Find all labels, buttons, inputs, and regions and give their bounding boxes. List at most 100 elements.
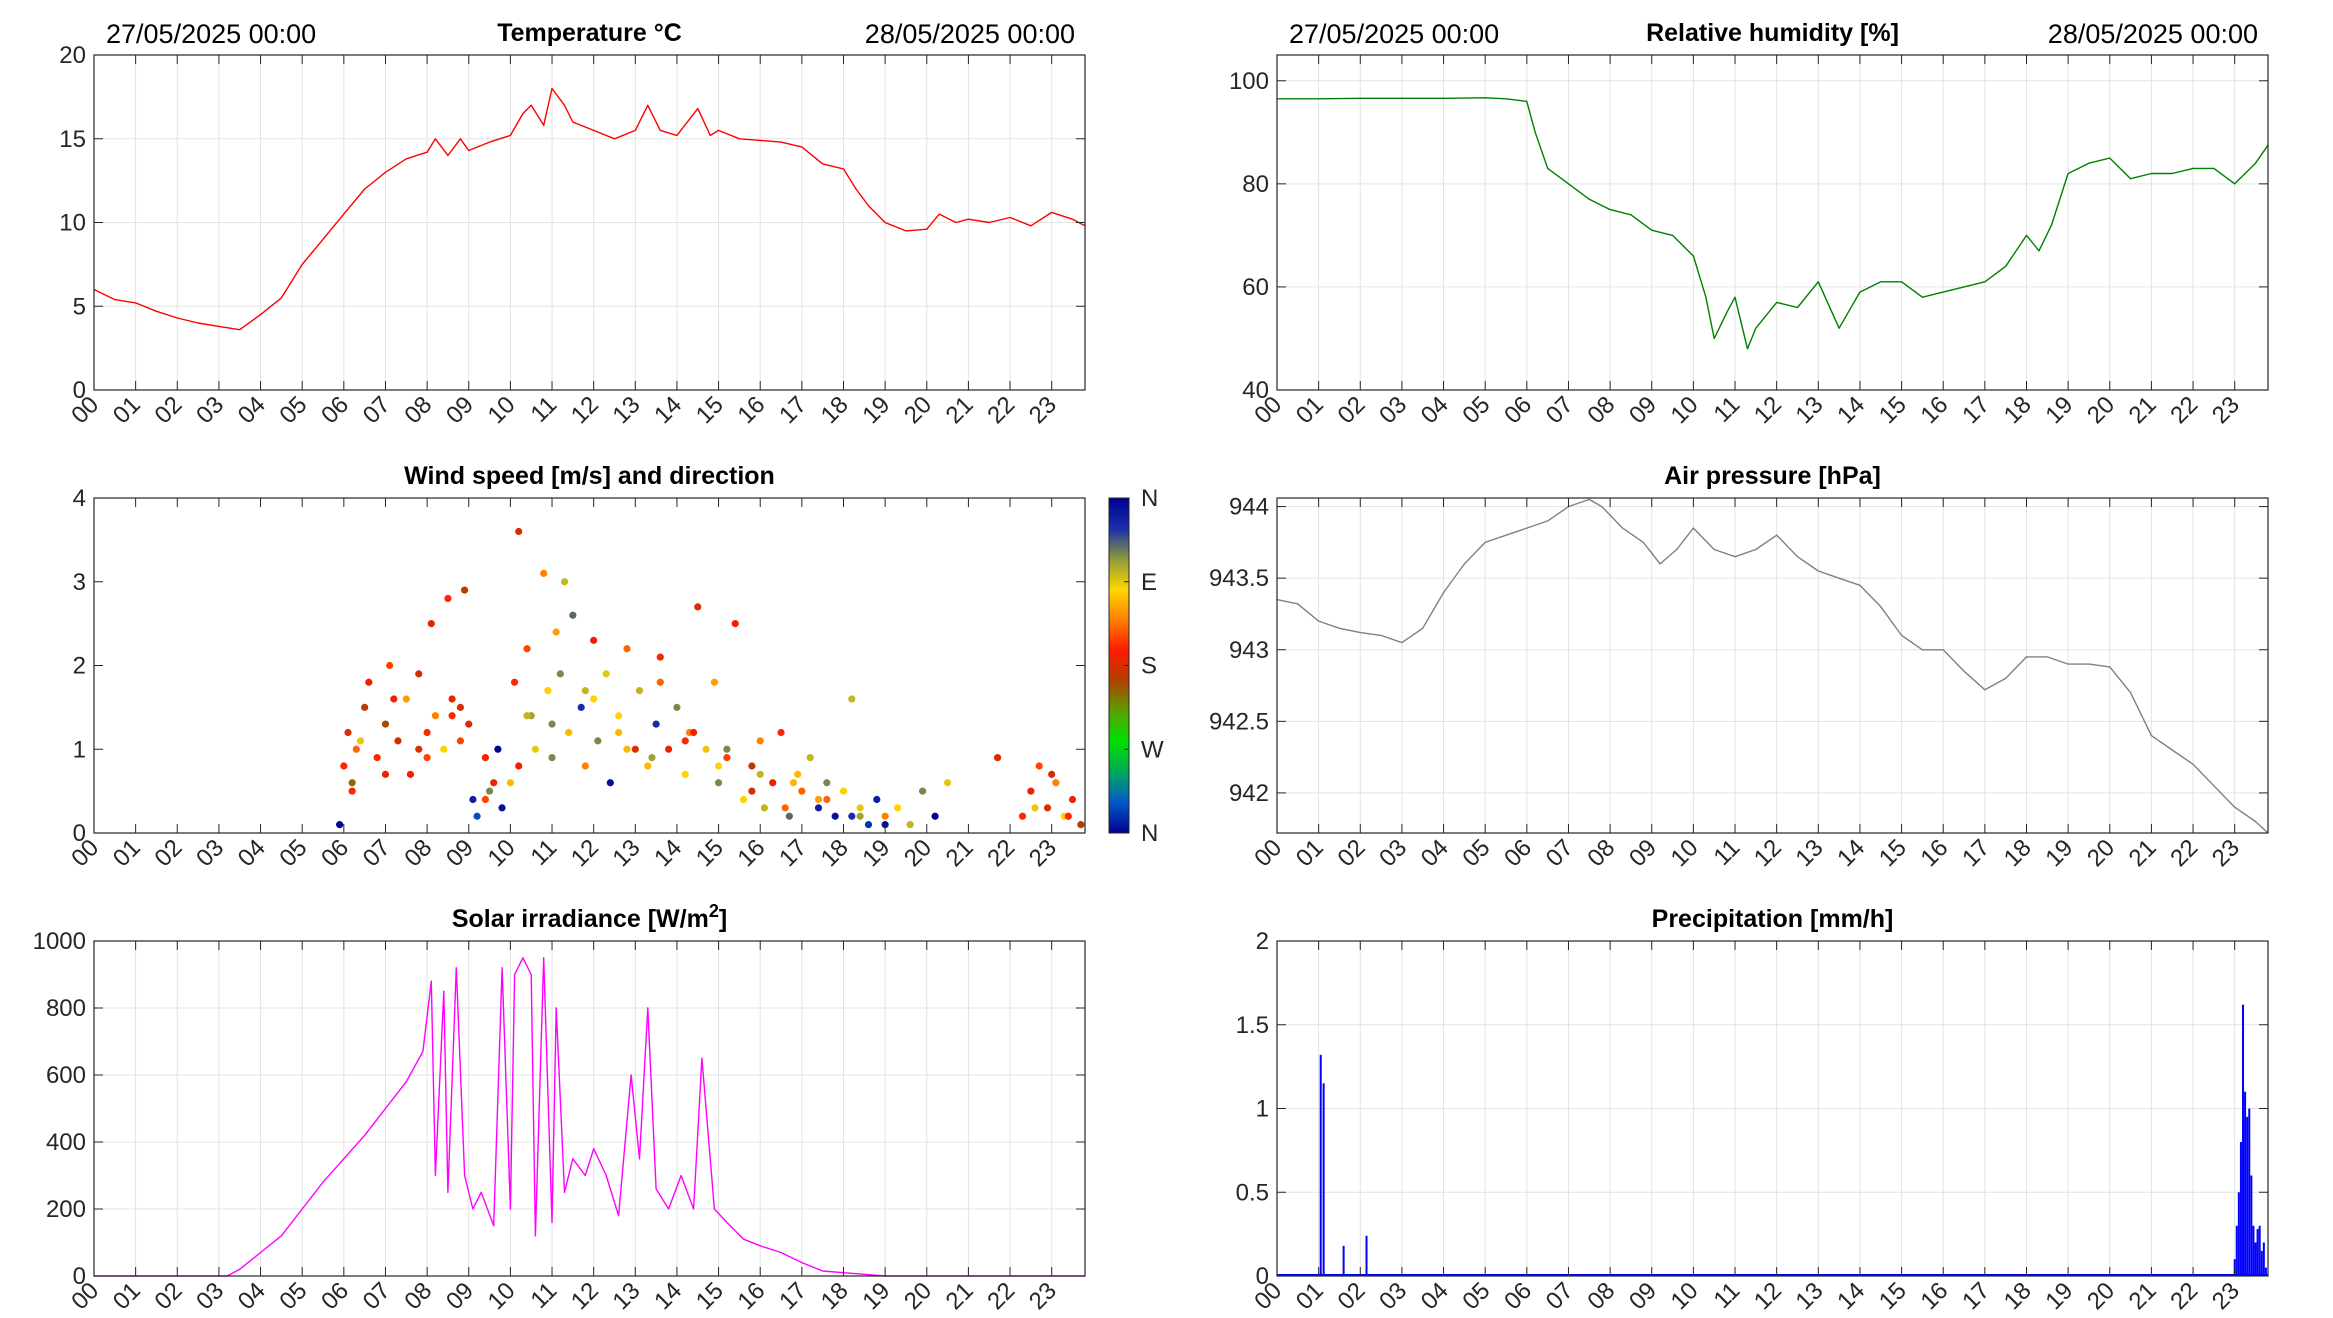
pressure-point [1984, 689, 1986, 691]
wind-point [481, 754, 490, 762]
wind-point [361, 703, 369, 711]
wind-point [423, 728, 431, 737]
temperature-point [759, 139, 761, 142]
temperature-point [801, 146, 803, 148]
y-tick-label: 40 [1242, 377, 1269, 404]
wind-point [785, 812, 793, 820]
pressure-point [2171, 749, 2173, 751]
x-tick-label: 17 [1957, 834, 1995, 872]
wind-point [656, 653, 664, 661]
temperature-point [884, 221, 886, 224]
series-wind [336, 527, 1085, 829]
pressure-point [1505, 534, 1507, 536]
pressure-point [2150, 735, 2153, 737]
humidity-point [1880, 281, 1882, 283]
x-tick-label: 15 [691, 391, 729, 429]
wind-point [465, 720, 473, 728]
temperature-line [93, 87, 1086, 331]
humidity-point [1505, 98, 1507, 100]
temperature-point [967, 218, 970, 220]
wind-point [856, 812, 864, 820]
wind-point [943, 779, 952, 787]
pressure-point [1859, 584, 1861, 586]
solar-point [259, 1251, 262, 1254]
x-tick-label: 23 [1024, 391, 1062, 429]
wind-point [427, 620, 435, 628]
x-tick-label: 13 [608, 391, 646, 429]
temperature-point [301, 263, 303, 265]
x-tick-label: 02 [150, 391, 188, 429]
wind-point [456, 703, 465, 711]
x-tick-label: 13 [1791, 1277, 1829, 1313]
humidity-point [2192, 167, 2194, 169]
wind-point [848, 695, 856, 703]
pressure-point [1900, 634, 1903, 637]
solar-point [555, 1007, 557, 1009]
pressure-point [1318, 620, 1320, 622]
x-tick-label: 11 [526, 1277, 563, 1313]
wind-point [390, 695, 398, 703]
pressure-point [1442, 591, 1445, 594]
colorbar-label: N [1141, 485, 1158, 512]
solar-point [726, 1221, 728, 1223]
x-tick-label: 08 [399, 834, 437, 872]
x-tick-label: 19 [2040, 834, 2078, 872]
title-part: ] [719, 905, 727, 933]
pressure-point [1921, 649, 1923, 651]
x-tick-label: 06 [1499, 834, 1537, 872]
wind-point [548, 720, 556, 728]
x-tick-label: 08 [1582, 1277, 1620, 1313]
temperature-point [738, 138, 740, 140]
wind-point [531, 745, 539, 753]
solar-point [680, 1174, 682, 1177]
wind-point [1027, 787, 1035, 795]
solar-line [94, 957, 1085, 1277]
plot-area [1277, 498, 2268, 833]
humidity-point [1963, 286, 1965, 288]
wind-point [723, 754, 731, 762]
pressure-point [1796, 556, 1799, 558]
wind-point [814, 804, 823, 812]
wind-point [498, 804, 506, 812]
wind-point [515, 527, 523, 536]
wind-point [919, 787, 927, 795]
y-tick-label: 943 [1229, 637, 1269, 664]
humidity-point [1588, 198, 1590, 200]
wind-point [348, 779, 356, 787]
x-tick-label: 00 [1249, 834, 1287, 872]
x-tick-label: 14 [649, 834, 687, 872]
temperature-point [509, 134, 511, 136]
solar-point [509, 1208, 511, 1210]
x-tick-label: 07 [1541, 1277, 1579, 1313]
wind-point [1043, 804, 1052, 812]
x-tick-label: 07 [358, 1277, 396, 1313]
wind-point [798, 787, 806, 795]
solar-point [301, 1208, 303, 1210]
wind-point [748, 762, 756, 770]
x-tick-label: 02 [150, 1277, 188, 1313]
temperature-point [384, 171, 387, 173]
wind-point [993, 754, 1002, 762]
temperature-point [155, 310, 158, 312]
wind-point [365, 678, 373, 686]
humidity-point [1567, 183, 1570, 185]
wind-point [864, 821, 873, 829]
x-tick-label: 15 [1874, 1277, 1912, 1313]
solar-point [563, 1191, 566, 1193]
temperature-point [842, 168, 845, 170]
wind-point [894, 804, 902, 812]
solar-point [593, 1148, 595, 1150]
x-tick-label: 14 [649, 1277, 687, 1313]
temperature-point [364, 188, 366, 190]
wind-point [748, 787, 756, 795]
x-tick-label: 04 [233, 391, 271, 429]
solar-point [618, 1215, 620, 1217]
solar-point [638, 1158, 641, 1160]
wind-point [381, 720, 390, 728]
pressure-point [2046, 656, 2048, 658]
humidity-point [1817, 281, 1819, 283]
x-tick-label: 23 [2207, 834, 2245, 872]
title-superscript: 2 [709, 901, 719, 921]
humidity-point [1547, 167, 1549, 169]
y-tick-label: 942.5 [1209, 708, 1269, 735]
